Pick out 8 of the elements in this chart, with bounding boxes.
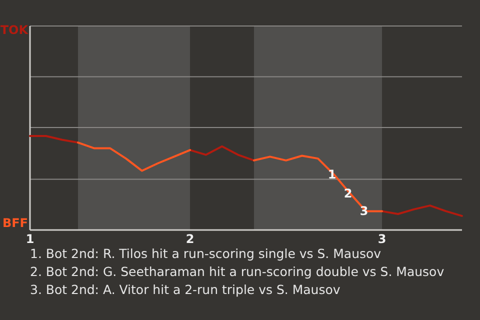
x-tick-label: 2 (186, 232, 194, 246)
x-tick-label: 1 (26, 232, 34, 246)
text: 3. Bot 2nd: A. Vitor hit a 2-run triple vs S. Mausov (30, 282, 341, 297)
text: TOK (0, 23, 29, 37)
text: BFF (2, 216, 28, 230)
text: 1. Bot 2nd: R. Tilos hit a run-scoring single vs S. Mausov (30, 246, 382, 261)
text: 2. Bot 2nd: G. Seetharaman hit a run-scoring double vs S. Mausov (30, 264, 445, 279)
x-tick-label: 3 (378, 232, 386, 246)
